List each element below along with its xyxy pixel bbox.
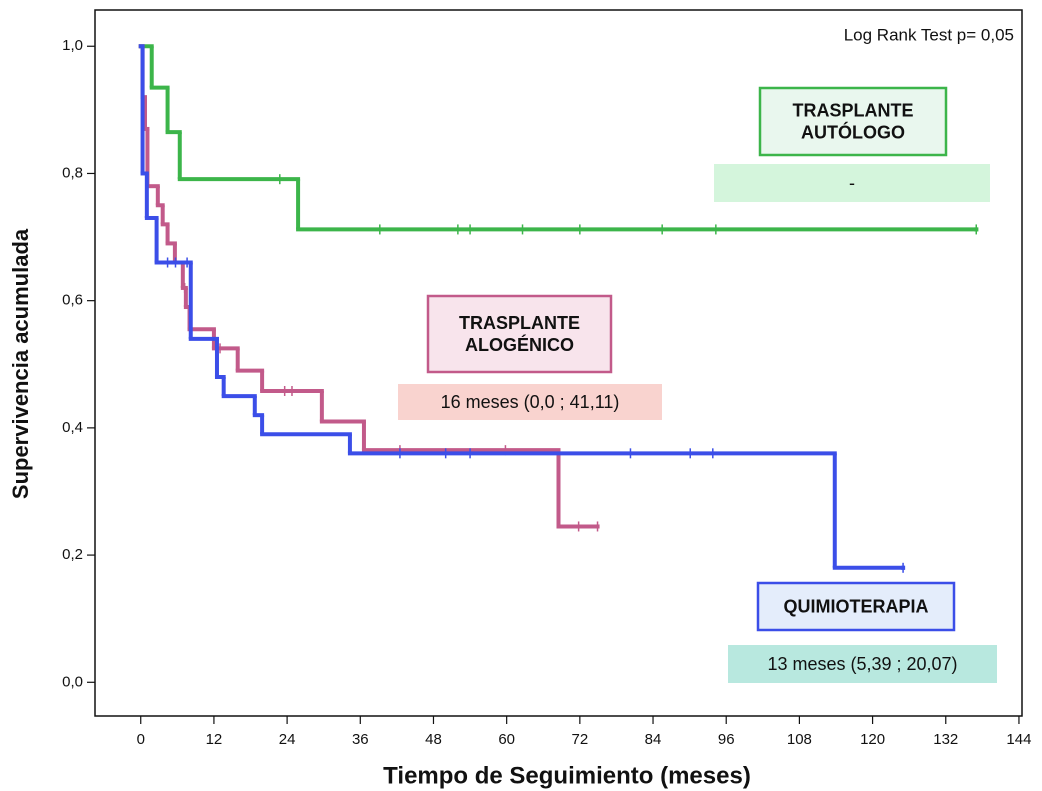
median-box bbox=[714, 164, 990, 202]
median-box bbox=[728, 645, 997, 683]
x-tick-label: 60 bbox=[498, 731, 515, 748]
y-tick-label: 0,2 bbox=[62, 546, 83, 563]
x-tick-label: 108 bbox=[787, 731, 812, 748]
y-axis-title: Supervivencia acumulada bbox=[8, 228, 33, 499]
plot-frame bbox=[94, 9, 1023, 717]
y-tick-label: 0,4 bbox=[62, 419, 83, 436]
x-tick-label: 84 bbox=[645, 731, 662, 748]
x-tick-label: 0 bbox=[137, 731, 145, 748]
y-tick-label: 0,8 bbox=[62, 164, 83, 181]
group-label: TRASPLANTE bbox=[793, 100, 914, 120]
x-tick-label: 12 bbox=[206, 731, 223, 748]
group-box bbox=[426, 294, 613, 374]
group-label: TRASPLANTE bbox=[459, 313, 580, 333]
median-label: 13 meses (5,39 ; 20,07) bbox=[767, 654, 957, 674]
log-rank-annotation: Log Rank Test p= 0,05 bbox=[844, 25, 1014, 44]
group-box bbox=[756, 581, 956, 632]
x-tick-label: 132 bbox=[933, 731, 958, 748]
x-tick-label: 24 bbox=[279, 731, 296, 748]
x-tick-label: 36 bbox=[352, 731, 369, 748]
x-tick-label: 120 bbox=[860, 731, 885, 748]
y-tick-label: 0,6 bbox=[62, 292, 83, 309]
x-tick-label: 48 bbox=[425, 731, 442, 748]
group-box bbox=[758, 86, 948, 157]
group-label: ALOGÉNICO bbox=[465, 334, 574, 355]
median-label: 16 meses (0,0 ; 41,11) bbox=[441, 392, 620, 412]
x-axis-title: Tiempo de Seguimiento (meses) bbox=[383, 762, 751, 789]
group-label: AUTÓLOGO bbox=[801, 121, 905, 142]
median-box bbox=[398, 384, 662, 420]
median-label: - bbox=[849, 173, 855, 193]
y-tick-label: 0,0 bbox=[62, 673, 83, 690]
x-tick-label: 96 bbox=[718, 731, 735, 748]
x-tick-label: 144 bbox=[1006, 731, 1031, 748]
group-label: QUIMIOTERAPIA bbox=[783, 596, 928, 616]
y-tick-label: 1,0 bbox=[62, 37, 83, 54]
x-tick-label: 72 bbox=[572, 731, 589, 748]
